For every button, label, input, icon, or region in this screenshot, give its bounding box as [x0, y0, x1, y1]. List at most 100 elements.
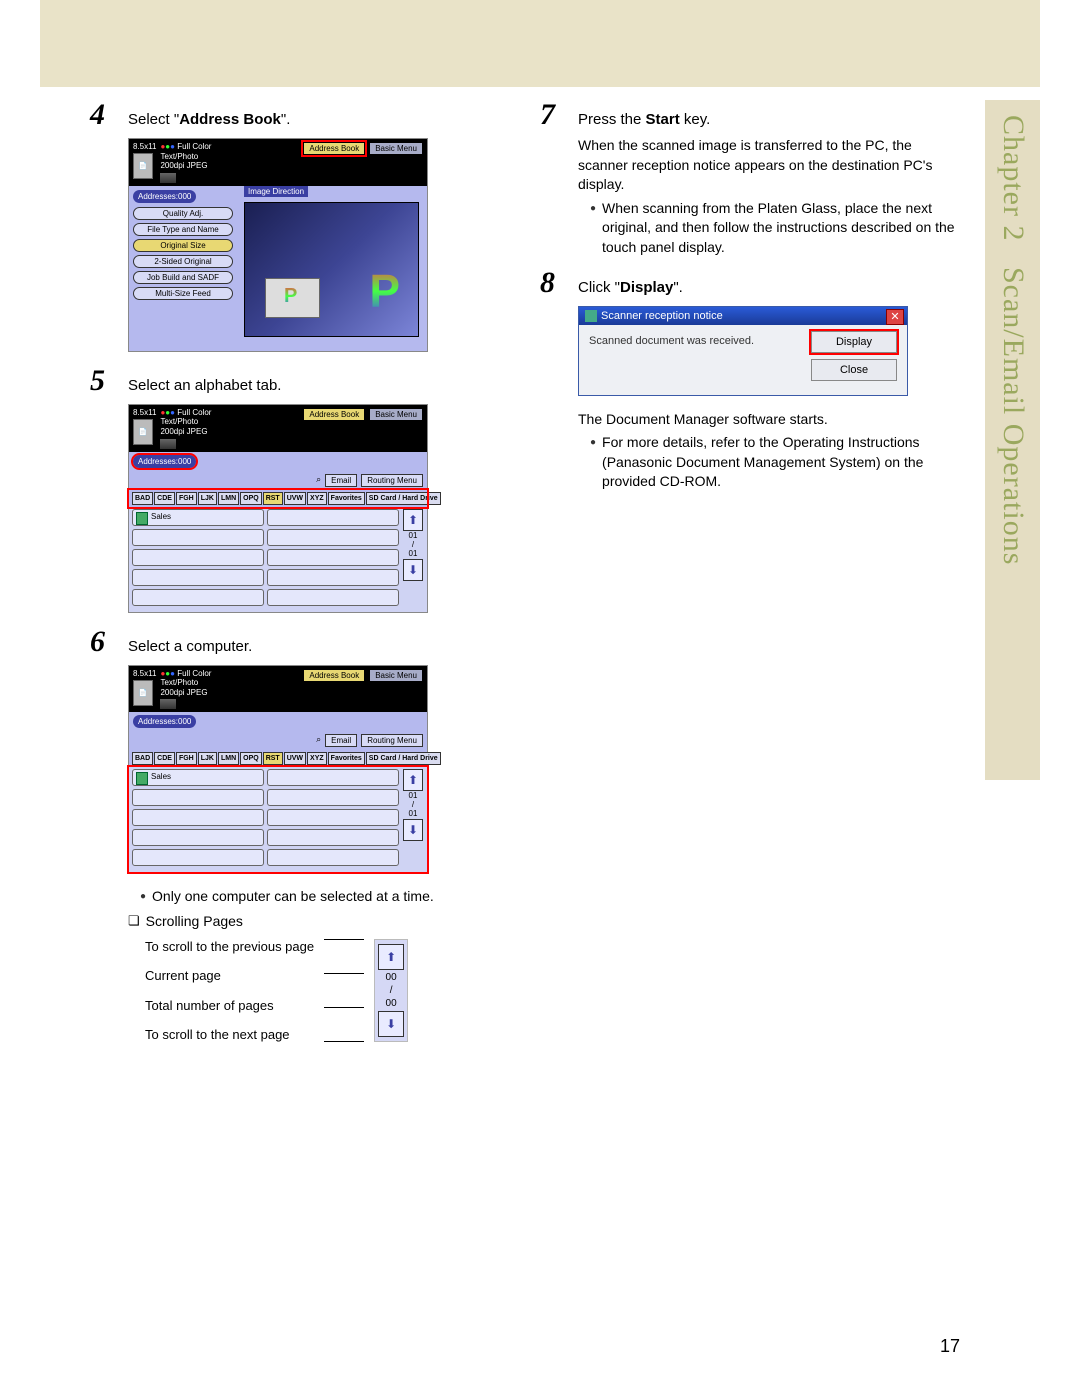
opt-2sided[interactable]: 2-Sided Original — [133, 255, 233, 268]
close-button[interactable]: Close — [811, 359, 897, 381]
list-item[interactable] — [267, 549, 399, 566]
scroll-up-icon[interactable]: ⬆ — [403, 509, 423, 531]
preview-area: P — [244, 202, 419, 337]
opt-jobbuild[interactable]: Job Build and SADF — [133, 271, 233, 284]
dialog-app-icon — [585, 310, 597, 322]
step-5: 5 Select an alphabet tab. — [90, 366, 510, 396]
list-item[interactable] — [267, 509, 399, 526]
list-area: Sales ⬆ 01 / 01 ⬇ — [129, 767, 427, 872]
doc-icon: 📄 — [133, 153, 153, 179]
scroll-down-icon[interactable]: ⬇ — [378, 1011, 404, 1037]
routing-button[interactable]: Routing Menu — [361, 474, 423, 487]
opt-multisize[interactable]: Multi-Size Feed — [133, 287, 233, 300]
preview-p-icon: P — [369, 264, 400, 318]
addresses-count: Addresses:000 — [133, 715, 196, 728]
step-7: 7 Press the Start key. — [540, 100, 960, 130]
step-number: 7 — [540, 100, 566, 130]
list-area: Sales ⬆ 01 / 01 ⬇ — [129, 507, 427, 612]
basic-menu-tab[interactable]: Basic Menu — [369, 142, 423, 155]
dialog-titlebar: Scanner reception notice ✕ — [579, 307, 907, 325]
scroll-up-icon[interactable]: ⬆ — [403, 769, 423, 791]
right-column: 7 Press the Start key. When the scanned … — [540, 100, 960, 1042]
alphabet-tabs: BAD CDE FGH LJK LMN OPQ RST UVW XYZ Favo… — [129, 490, 427, 507]
address-book-tab[interactable]: Address Book — [303, 408, 365, 421]
basic-menu-tab[interactable]: Basic Menu — [369, 408, 423, 421]
step7-note: When scanning from the Platen Glass, pla… — [590, 199, 960, 258]
step8-note: For more details, refer to the Operating… — [590, 433, 960, 492]
step-8: 8 Click "Display". — [540, 268, 960, 298]
list-item[interactable] — [132, 809, 264, 826]
email-button[interactable]: Email — [325, 734, 357, 747]
address-book-tab[interactable]: Address Book — [303, 669, 365, 682]
opt-quality[interactable]: Quality Adj. — [133, 207, 233, 220]
scroll-widget: ⬆ 01 / 01 ⬇ — [402, 769, 424, 866]
scroll-down-icon[interactable]: ⬇ — [403, 559, 423, 581]
legend-prev: To scroll to the previous page — [145, 939, 314, 954]
step-text: Press the Start key. — [578, 103, 710, 130]
addresses-count: Addresses:000 — [133, 190, 196, 203]
step-4: 4 Select "Address Book". — [90, 100, 510, 130]
opt-filetype[interactable]: File Type and Name — [133, 223, 233, 236]
legend-next: To scroll to the next page — [145, 1027, 314, 1042]
list-item[interactable] — [267, 809, 399, 826]
list-item[interactable]: Sales — [132, 509, 264, 526]
list-item[interactable] — [132, 549, 264, 566]
list-item[interactable] — [267, 829, 399, 846]
scroll-up-icon[interactable]: ⬆ — [378, 944, 404, 970]
list-item[interactable] — [132, 829, 264, 846]
list-item[interactable]: Sales — [132, 769, 264, 786]
basic-menu-tab[interactable]: Basic Menu — [369, 669, 423, 682]
email-button[interactable]: Email — [325, 474, 357, 487]
scroll-down-icon[interactable]: ⬇ — [403, 819, 423, 841]
list-item[interactable] — [267, 849, 399, 866]
preview-doc-icon — [265, 278, 320, 318]
scrolling-pages-heading: Scrolling Pages — [128, 913, 510, 929]
panel-header: 8.5x11 📄 ●●● Full Color Text/Photo 200dp… — [129, 139, 427, 186]
list-item[interactable] — [267, 769, 399, 786]
routing-button[interactable]: Routing Menu — [361, 734, 423, 747]
step-number: 8 — [540, 268, 566, 298]
dialog-message: Scanned document was received. — [589, 335, 754, 347]
close-icon[interactable]: ✕ — [886, 309, 904, 325]
scanner-reception-dialog: Scanner reception notice ✕ Scanned docum… — [578, 306, 908, 396]
list-item[interactable] — [267, 589, 399, 606]
page-content: 4 Select "Address Book". 8.5x11 📄 ●●● Fu… — [90, 100, 960, 1042]
panel-header: 8.5x11 📄 ●●● Full Color Text/Photo 200dp… — [129, 405, 427, 452]
list-item[interactable] — [132, 569, 264, 586]
scroll-widget: ⬆ 01 / 01 ⬇ — [402, 509, 424, 606]
list-item[interactable] — [132, 849, 264, 866]
step-text: Click "Display". — [578, 271, 683, 298]
addresses-count: Addresses:000 — [133, 455, 196, 468]
list-item[interactable] — [132, 529, 264, 546]
step6-note: Only one computer can be selected at a t… — [140, 887, 510, 907]
step-number: 4 — [90, 100, 116, 130]
image-direction-label: Image Direction — [244, 186, 308, 197]
alphabet-tabs: BAD CDE FGH LJK LMN OPQ RST UVW XYZ Favo… — [129, 750, 427, 767]
step-text: Select an alphabet tab. — [128, 369, 281, 396]
step8-body: The Document Manager software starts. — [578, 410, 960, 430]
dialog-title: Scanner reception notice — [601, 310, 723, 322]
list-item[interactable] — [267, 529, 399, 546]
touch-panel-step4: 8.5x11 📄 ●●● Full Color Text/Photo 200dp… — [128, 138, 428, 352]
left-column: 4 Select "Address Book". 8.5x11 📄 ●●● Fu… — [90, 100, 510, 1042]
list-item[interactable] — [132, 789, 264, 806]
legend-current: Current page — [145, 968, 314, 983]
doc-icon: 📄 — [133, 419, 153, 445]
step7-body: When the scanned image is transferred to… — [578, 136, 960, 195]
step-text: Select a computer. — [128, 630, 252, 657]
address-book-tab[interactable]: Address Book — [303, 142, 365, 155]
list-item[interactable] — [267, 789, 399, 806]
top-banner — [40, 0, 1040, 87]
doc-icon: 📄 — [133, 680, 153, 706]
legend-scroll-widget: ⬆ 00 / 00 ⬇ — [374, 939, 408, 1042]
list-item[interactable] — [132, 589, 264, 606]
touch-panel-step5: 8.5x11 📄 ●●● Full Color Text/Photo 200dp… — [128, 404, 428, 613]
chapter-title: Scan/Email Operations — [997, 267, 1030, 565]
list-item[interactable] — [267, 569, 399, 586]
opt-origsize[interactable]: Original Size — [133, 239, 233, 252]
legend-total: Total number of pages — [145, 998, 314, 1013]
display-button[interactable]: Display — [811, 331, 897, 353]
step-text: Select "Address Book". — [128, 103, 290, 130]
chapter-side-text: Chapter 2 Scan/Email Operations — [996, 115, 1030, 565]
step-number: 5 — [90, 366, 116, 396]
